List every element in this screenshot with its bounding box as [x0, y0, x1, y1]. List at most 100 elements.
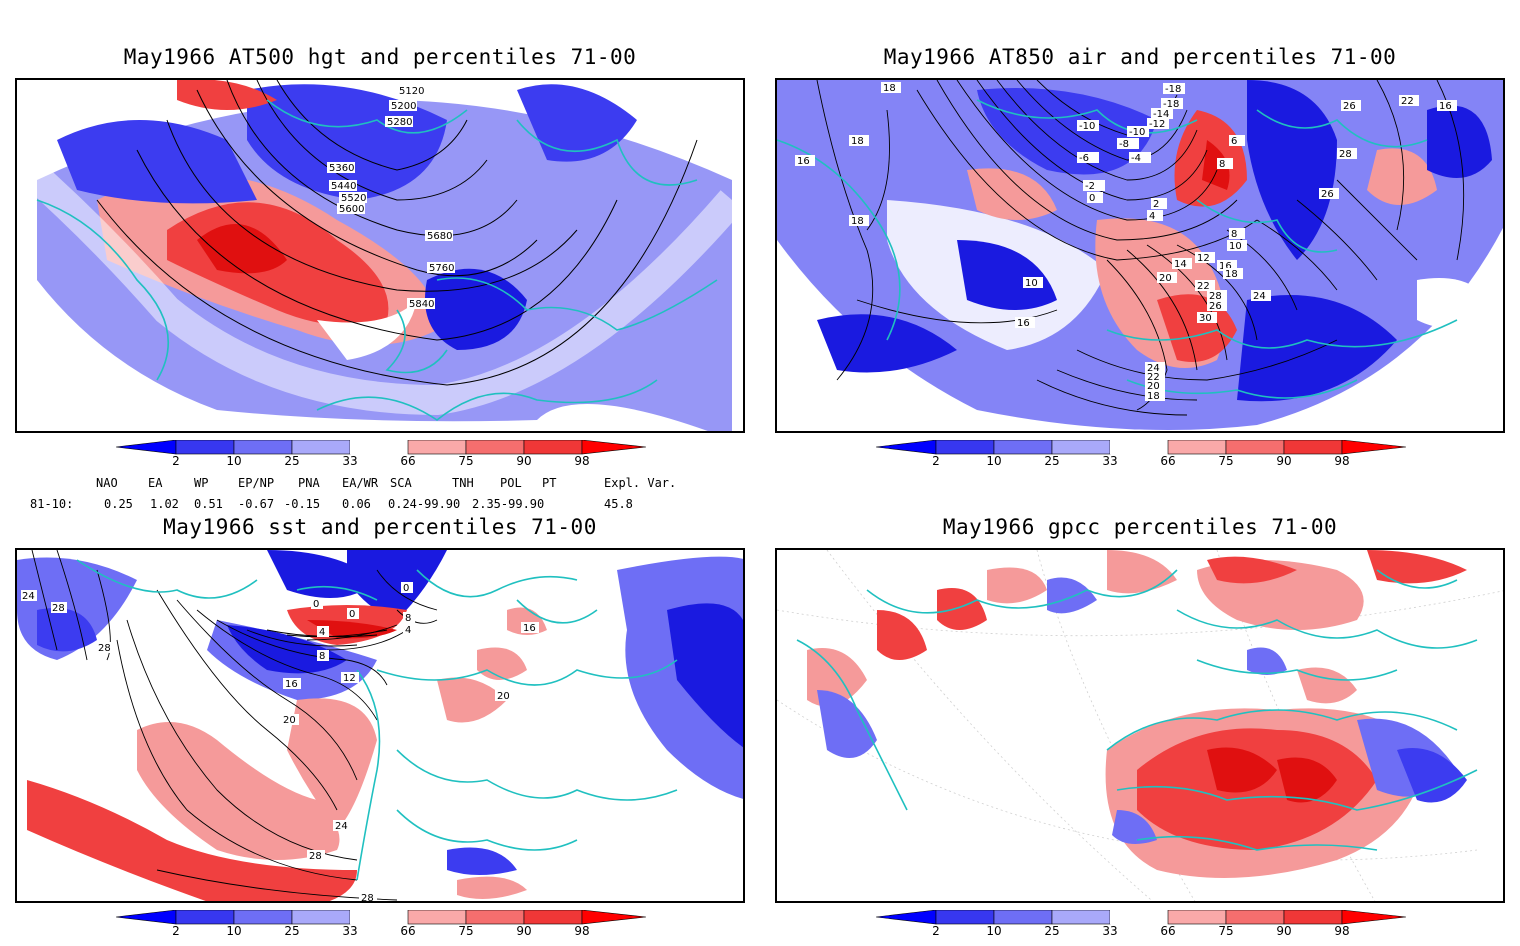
contour-label: 16 — [1015, 317, 1035, 329]
index-header: TNH — [452, 476, 474, 490]
index-value: -0.67 — [238, 497, 275, 511]
contour-label: 5600 — [337, 203, 365, 215]
contour-label: -4 — [1129, 152, 1151, 164]
colorbar-segment — [116, 440, 177, 455]
colorbar-segment — [581, 440, 646, 455]
contour-label: 20 — [1145, 380, 1165, 392]
contour-label: 30 — [1197, 312, 1217, 324]
colorbar-segment — [233, 440, 293, 455]
contour-label: 24 — [1145, 362, 1165, 374]
colorbar-segment — [1167, 440, 1227, 455]
svg-text:28: 28 — [98, 643, 111, 654]
index-value: 2.35-99.90 — [472, 497, 545, 511]
index-value: 0.24-99.90 — [388, 497, 461, 511]
index-row-label: 81-10: — [30, 497, 74, 511]
svg-text:-14: -14 — [1153, 109, 1169, 120]
svg-text:20: 20 — [283, 715, 296, 726]
svg-text:8: 8 — [319, 651, 325, 662]
svg-text:-4: -4 — [1131, 153, 1141, 164]
contour-label: 26 — [1319, 188, 1339, 200]
contour-label: 26 — [1207, 300, 1227, 312]
colorbar-segment — [291, 910, 351, 925]
svg-text:22: 22 — [1401, 96, 1414, 107]
colorbar-segment — [1283, 910, 1343, 925]
svg-text:10: 10 — [1229, 241, 1242, 252]
index-header: NAO — [96, 476, 118, 490]
index-header: SCA — [390, 476, 412, 490]
contour-label: -10 — [1077, 120, 1099, 132]
svg-text:30: 30 — [1199, 313, 1212, 324]
colorbar-segment — [1341, 440, 1406, 455]
svg-text:18: 18 — [1225, 269, 1238, 280]
colorbar-segment — [1225, 440, 1285, 455]
contour-label: -2 — [1083, 180, 1105, 192]
colorbar-segment — [465, 910, 525, 925]
contour-label: 0 — [347, 608, 359, 620]
colorbar-segment — [523, 440, 583, 455]
panel3-map: 24 28 28 0 0 0 4 4 8 8 12 16 16 20 20 24… — [15, 548, 745, 903]
colorbar-tick-label: 2 — [172, 924, 180, 938]
contour-label: 14 — [1172, 258, 1192, 270]
colorbar-swatches — [116, 440, 646, 455]
contour-label: 10 — [1023, 277, 1043, 289]
colorbar-segment — [935, 440, 995, 455]
colorbar-tick-label: 10 — [986, 924, 1002, 938]
contour-label: 26 — [1341, 100, 1361, 112]
colorbar-segment — [291, 440, 351, 455]
svg-text:5600: 5600 — [339, 204, 364, 215]
index-header: POL — [500, 476, 522, 490]
contour-label: 18 — [881, 82, 901, 94]
svg-text:18: 18 — [1147, 391, 1160, 402]
svg-text:24: 24 — [1147, 363, 1160, 374]
svg-text:20: 20 — [1147, 381, 1160, 392]
svg-text:-6: -6 — [1079, 153, 1089, 164]
colorbar-tick-label: 33 — [342, 924, 358, 938]
colorbar-segment — [175, 440, 235, 455]
svg-text:-12: -12 — [1149, 119, 1165, 130]
svg-text:16: 16 — [1439, 101, 1452, 112]
svg-text:5680: 5680 — [427, 231, 452, 242]
colorbar-segment — [1051, 440, 1111, 455]
contour-label: 28 — [1207, 290, 1227, 302]
svg-text:6: 6 — [1231, 136, 1237, 147]
colorbar-tick-label: 98 — [1334, 924, 1350, 938]
colorbar-top-right: 2 10 25 33 66 75 90 98 — [876, 440, 1406, 476]
panel1-field: 5120 5200 5280 5360 5440 5520 5600 5680 … — [17, 80, 743, 431]
svg-text:12: 12 — [343, 673, 356, 684]
colorbar-tick-label: 90 — [516, 454, 532, 468]
index-header: PT — [542, 476, 557, 490]
index-header: WP — [194, 476, 209, 490]
colorbar-tick-label: 90 — [1276, 924, 1292, 938]
svg-text:20: 20 — [1159, 273, 1172, 284]
colorbar-segment — [1283, 440, 1343, 455]
colorbar-tick-label: 33 — [342, 454, 358, 468]
colorbar-segment — [1341, 910, 1406, 925]
contour-label: 22 — [1399, 95, 1419, 107]
contour-label: 28 — [97, 642, 113, 654]
colorbar-tick-label: 25 — [284, 924, 300, 938]
contour-label: 22 — [1195, 280, 1215, 292]
svg-text:20: 20 — [497, 691, 510, 702]
colorbar-tick-label: 98 — [574, 924, 590, 938]
colorbar-tick-label: 75 — [458, 924, 474, 938]
contour-label: 5280 — [385, 116, 413, 128]
contour-label: 16 — [283, 678, 301, 690]
colorbar-top-left: 2 10 25 33 66 75 90 98 — [116, 440, 646, 476]
panel2-field: -18 -18 -14 -12 -10 -10 -8 -6 -4 -2 0 2 … — [777, 80, 1503, 431]
index-value: 0.51 — [194, 497, 223, 511]
svg-text:26: 26 — [1209, 301, 1222, 312]
contour-label: 12 — [1195, 252, 1215, 264]
svg-text:8: 8 — [1219, 159, 1225, 170]
panel4-field — [777, 550, 1503, 901]
svg-text:28: 28 — [1209, 291, 1222, 302]
contour-label: -12 — [1147, 118, 1169, 130]
contour-label: 28 — [51, 602, 67, 614]
svg-text:5760: 5760 — [429, 263, 454, 274]
colorbar-swatches — [116, 910, 646, 925]
colorbar-segment — [993, 440, 1053, 455]
contour-label: 22 — [1145, 371, 1165, 383]
index-header: PNA — [298, 476, 320, 490]
svg-text:5120: 5120 — [399, 86, 424, 97]
panel2-map: -18 -18 -14 -12 -10 -10 -8 -6 -4 -2 0 2 … — [775, 78, 1505, 433]
svg-text:14: 14 — [1174, 259, 1187, 270]
